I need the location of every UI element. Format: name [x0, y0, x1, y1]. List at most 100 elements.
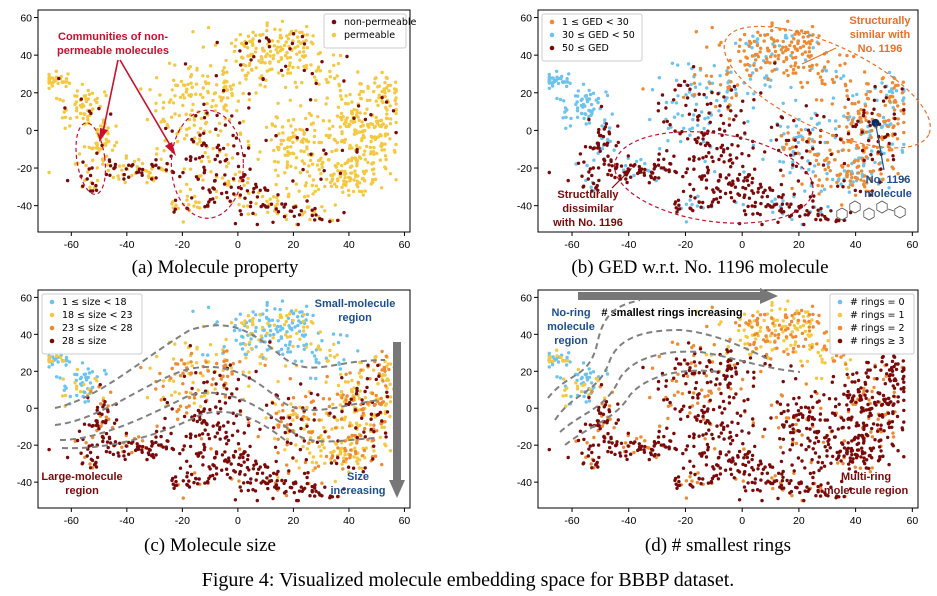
- scatter-point: [238, 132, 243, 136]
- scatter-point: [83, 94, 88, 98]
- scatter-point: [816, 350, 820, 355]
- scatter-point: [274, 134, 278, 138]
- scatter-point: [161, 384, 165, 388]
- scatter-point: [206, 369, 210, 373]
- scatter-point: [664, 379, 669, 383]
- scatter-point: [827, 160, 831, 164]
- scatter-point: [777, 332, 781, 337]
- scatter-point: [276, 193, 280, 197]
- scatter-point: [310, 460, 314, 464]
- scatter-point: [310, 488, 314, 493]
- scatter-point: [810, 181, 814, 185]
- scatter-point: [276, 160, 280, 164]
- scatter-point: [87, 444, 91, 448]
- scatter-point: [288, 377, 292, 381]
- scatter-point: [790, 443, 795, 447]
- legend-box: [541, 13, 643, 62]
- scatter-point: [876, 113, 880, 117]
- scatter-point: [814, 98, 819, 102]
- scatter-point: [825, 140, 830, 145]
- scatter-point: [324, 177, 329, 182]
- scatter-point: [294, 308, 298, 313]
- scatter-point: [90, 370, 95, 374]
- scatter-point: [706, 407, 710, 411]
- panel-caption: (a) Molecule property: [132, 257, 299, 278]
- scatter-point: [275, 195, 279, 200]
- scatter-point: [365, 107, 369, 111]
- scatter-point: [268, 340, 272, 344]
- scatter-point: [730, 96, 734, 100]
- scatter-point: [849, 172, 853, 176]
- scatter-point: [334, 461, 339, 466]
- scatter-point: [725, 424, 730, 428]
- scatter-point: [326, 359, 330, 363]
- scatter-point: [289, 326, 294, 331]
- scatter-point: [710, 432, 714, 437]
- scatter-point: [709, 74, 714, 79]
- scatter-point: [158, 371, 162, 376]
- scatter-point: [374, 99, 378, 103]
- scatter-point: [94, 423, 99, 428]
- scatter-point: [266, 42, 270, 46]
- scatter-point: [387, 89, 391, 93]
- scatter-point: [684, 496, 689, 500]
- scatter-point: [219, 129, 223, 133]
- scatter-point: [857, 156, 861, 160]
- scatter-point: [810, 24, 815, 29]
- scatter-point: [786, 125, 790, 129]
- scatter-point: [258, 188, 262, 192]
- scatter-point: [226, 374, 230, 379]
- scatter-point: [768, 61, 772, 65]
- scatter-point: [881, 377, 886, 382]
- scatter-point: [547, 72, 551, 77]
- scatter-point: [873, 160, 877, 165]
- scatter-point: [796, 179, 801, 183]
- scatter-point: [794, 145, 798, 149]
- scatter-point: [740, 429, 744, 433]
- scatter-point: [291, 117, 296, 122]
- scatter-point: [181, 170, 185, 175]
- scatter-point: [767, 49, 771, 53]
- scatter-point: [357, 371, 361, 375]
- scatter-point: [779, 327, 783, 331]
- scatter-point: [282, 214, 287, 219]
- scatter-point: [727, 117, 732, 121]
- scatter-point: [720, 421, 725, 425]
- scatter-point: [371, 457, 375, 461]
- scatter-point: [730, 143, 734, 147]
- scatter-point: [808, 195, 813, 199]
- scatter-point: [789, 213, 794, 217]
- scatter-point: [163, 416, 167, 421]
- scatter-point: [756, 310, 760, 314]
- scatter-point: [842, 140, 846, 145]
- scatter-point: [781, 193, 785, 197]
- scatter-point: [252, 463, 256, 467]
- scatter-point: [779, 182, 784, 187]
- scatter-point: [298, 447, 303, 452]
- scatter-point: [263, 186, 267, 190]
- scatter-point: [231, 454, 236, 458]
- scatter-point: [205, 380, 209, 384]
- scatter-point: [343, 137, 347, 142]
- scatter-point: [226, 143, 230, 147]
- scatter-point: [855, 177, 860, 181]
- scatter-point: [680, 407, 684, 412]
- scatter-point: [269, 415, 273, 420]
- scatter-point: [50, 84, 54, 88]
- scatter-point: [741, 99, 745, 103]
- scatter-point: [550, 362, 555, 367]
- y-tick-label: -20: [517, 163, 532, 175]
- scatter-point: [849, 140, 853, 144]
- scatter-points: [547, 299, 906, 503]
- scatter-point: [394, 87, 398, 92]
- scatter-point: [741, 164, 745, 169]
- scatter-point: [727, 395, 732, 399]
- scatter-point: [882, 151, 886, 156]
- scatter-point: [169, 393, 174, 397]
- scatter-point: [75, 384, 79, 388]
- scatter-point: [704, 186, 709, 190]
- scatter-point: [176, 139, 180, 144]
- scatter-point: [188, 155, 193, 159]
- scatter-point: [278, 307, 282, 312]
- scatter-point: [251, 310, 255, 314]
